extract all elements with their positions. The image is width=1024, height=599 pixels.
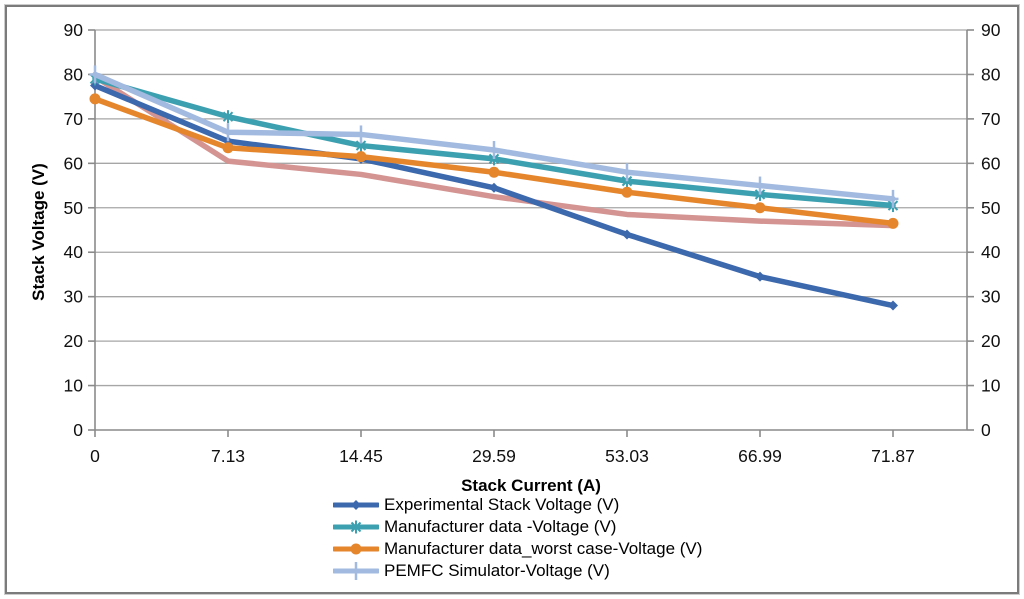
y-tick-label-right: 20	[981, 331, 1001, 351]
legend-item: Manufacturer data -Voltage (V)	[333, 516, 702, 538]
legend-item: PEMFC Simulator-Voltage (V)	[333, 560, 702, 582]
series-unlabeled-series	[92, 73, 896, 229]
diamond-marker-icon	[333, 500, 379, 510]
x-tick-label: 71.87	[871, 446, 915, 466]
y-tick-label-left: 0	[73, 420, 83, 440]
y-tick-label-left: 70	[64, 109, 84, 129]
y-tick-label-left: 60	[64, 153, 84, 173]
star-marker-icon	[333, 520, 379, 534]
series-pemfc-simulator-voltage-v-	[89, 65, 899, 208]
legend-label: Manufacturer data -Voltage (V)	[384, 517, 617, 536]
y-tick-label-right: 40	[981, 242, 1001, 262]
y-tick-label-right: 30	[981, 287, 1001, 307]
y-tick-label-left: 90	[64, 20, 84, 40]
circle-marker-icon	[333, 543, 379, 555]
y-tick-label-right: 90	[981, 20, 1001, 40]
y-tick-label-left: 20	[64, 331, 84, 351]
x-tick-label: 29.59	[472, 446, 516, 466]
series-manufacturer-data-worst-case-voltage-v-	[89, 93, 899, 229]
y-tick-label-left: 50	[64, 198, 84, 218]
y-tick-label-right: 80	[981, 64, 1001, 84]
y-tick-label-left: 10	[64, 376, 84, 396]
y-tick-label-right: 50	[981, 198, 1001, 218]
y-tick-label-right: 60	[981, 153, 1001, 173]
y-tick-label-left: 40	[64, 242, 84, 262]
x-tick-label: 14.45	[339, 446, 383, 466]
x-tick-label: 0	[90, 446, 100, 466]
x-tick-label: 66.99	[738, 446, 782, 466]
x-tick-label: 7.13	[211, 446, 245, 466]
legend: Experimental Stack Voltage (V) Manufactur…	[333, 494, 702, 582]
legend-label: Manufacturer data_worst case-Voltage (V)	[384, 539, 703, 558]
y-tick-label-left: 80	[64, 64, 84, 84]
y-axis-title: Stack Voltage (V)	[29, 163, 48, 301]
legend-label: Experimental Stack Voltage (V)	[384, 495, 620, 514]
legend-label: PEMFC Simulator-Voltage (V)	[384, 561, 610, 580]
y-tick-label-right: 0	[981, 420, 991, 440]
legend-item: Manufacturer data_worst case-Voltage (V)	[333, 538, 702, 560]
x-axis-title: Stack Current (A)	[461, 476, 601, 495]
x-tick-label: 53.03	[605, 446, 649, 466]
plus-marker-icon	[333, 562, 379, 580]
legend-item: Experimental Stack Voltage (V)	[333, 494, 702, 516]
y-tick-label-left: 30	[64, 287, 84, 307]
y-tick-label-right: 70	[981, 109, 1001, 129]
y-tick-label-right: 10	[981, 376, 1001, 396]
